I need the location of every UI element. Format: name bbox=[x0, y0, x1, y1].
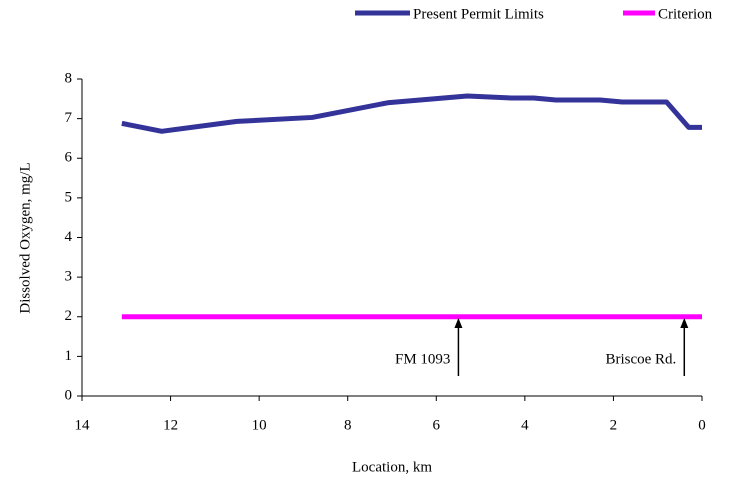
y-tick-label: 0 bbox=[65, 387, 73, 403]
x-tick-label: 6 bbox=[433, 417, 441, 433]
legend-label: Present Permit Limits bbox=[413, 6, 544, 22]
legend-label: Criterion bbox=[658, 6, 713, 22]
y-axis-label: Dissolved Oxygen, mg/L bbox=[17, 162, 33, 313]
x-tick-label: 2 bbox=[610, 417, 618, 433]
y-tick-label: 1 bbox=[65, 348, 73, 364]
arrow-head bbox=[454, 318, 463, 328]
y-tick-label: 8 bbox=[65, 70, 73, 86]
y-tick-label: 7 bbox=[65, 110, 73, 126]
x-tick-label: 0 bbox=[698, 417, 706, 433]
series-line bbox=[121, 93, 702, 134]
y-tick-label: 5 bbox=[65, 189, 73, 205]
x-tick-label: 14 bbox=[75, 417, 91, 433]
x-axis-label: Location, km bbox=[352, 459, 432, 475]
y-tick-label: 2 bbox=[65, 308, 73, 324]
annotation-label: FM 1093 bbox=[395, 351, 450, 367]
y-tick-label: 4 bbox=[65, 229, 73, 245]
x-tick-label: 4 bbox=[521, 417, 529, 433]
x-tick-label: 12 bbox=[163, 417, 178, 433]
y-tick-label: 6 bbox=[65, 150, 73, 166]
arrow-head bbox=[680, 318, 689, 328]
annotation-label: Briscoe Rd. bbox=[605, 351, 676, 367]
y-tick-label: 3 bbox=[65, 269, 73, 285]
x-tick-label: 8 bbox=[344, 417, 352, 433]
x-tick-label: 10 bbox=[252, 417, 267, 433]
